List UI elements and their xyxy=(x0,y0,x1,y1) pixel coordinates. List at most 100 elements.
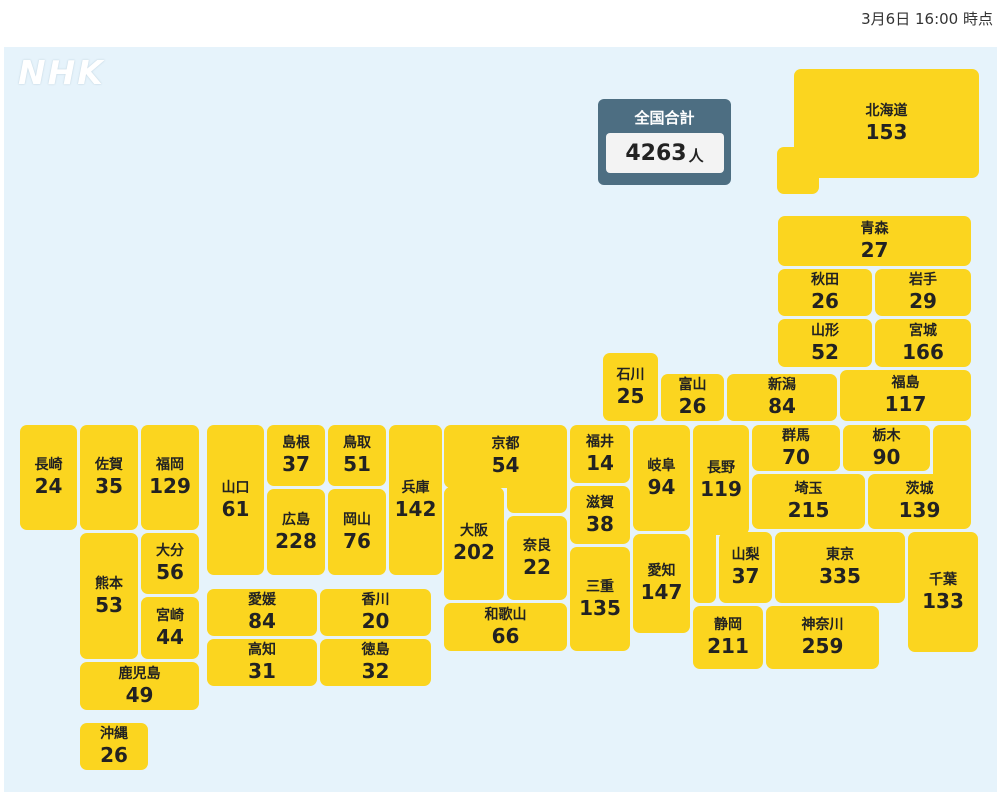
national-total-panel: 全国合計 4263 人 xyxy=(598,99,731,185)
pref-nagano-lower[interactable] xyxy=(693,517,716,603)
pref-count: 51 xyxy=(343,452,371,476)
pref-yamanashi[interactable]: 山梨 37 xyxy=(719,532,772,603)
pref-count: 27 xyxy=(860,237,889,262)
pref-saga[interactable]: 佐賀 35 xyxy=(80,425,138,530)
pref-okinawa[interactable]: 沖縄 26 xyxy=(80,723,148,770)
pref-count: 211 xyxy=(707,634,749,658)
pref-name: 佐賀 xyxy=(95,457,123,473)
pref-name: 山口 xyxy=(221,479,250,496)
pref-name: 群馬 xyxy=(782,427,810,444)
pref-name: 島根 xyxy=(282,435,310,451)
national-total-label: 全国合計 xyxy=(634,109,695,127)
pref-count: 56 xyxy=(156,560,184,584)
pref-saitama[interactable]: 埼玉 215 xyxy=(752,474,865,529)
pref-tottori[interactable]: 鳥取 51 xyxy=(328,425,386,486)
pref-hyogo[interactable]: 兵庫 142 xyxy=(389,425,442,575)
pref-fukui[interactable]: 福井 14 xyxy=(570,425,630,483)
pref-mie[interactable]: 三重 135 xyxy=(570,547,630,651)
pref-nara[interactable]: 奈良 22 xyxy=(507,516,567,600)
pref-name: 山梨 xyxy=(731,547,760,563)
pref-nagano[interactable]: 長野 119 xyxy=(693,425,749,535)
pref-niigata[interactable]: 新潟 84 xyxy=(727,374,837,421)
pref-fukuoka[interactable]: 福岡 129 xyxy=(141,425,199,530)
pref-name: 福島 xyxy=(891,375,920,391)
pref-yamagata[interactable]: 山形 52 xyxy=(778,319,872,367)
pref-count: 90 xyxy=(872,444,901,469)
pref-name: 石川 xyxy=(616,366,645,383)
pref-hokkaido-tail[interactable] xyxy=(777,147,819,194)
pref-count: 147 xyxy=(640,580,683,604)
pref-name: 香川 xyxy=(361,592,390,608)
pref-count: 76 xyxy=(343,528,371,553)
pref-count: 29 xyxy=(909,289,937,313)
pref-wakayama[interactable]: 和歌山 66 xyxy=(444,603,567,651)
pref-yamaguchi[interactable]: 山口 61 xyxy=(207,425,264,575)
pref-hiroshima[interactable]: 広島 228 xyxy=(267,489,325,575)
pref-kanagawa[interactable]: 神奈川 259 xyxy=(766,606,879,669)
pref-count: 66 xyxy=(491,623,520,648)
pref-kumamoto[interactable]: 熊本 53 xyxy=(80,533,138,659)
pref-count: 26 xyxy=(811,289,839,313)
pref-count: 119 xyxy=(700,476,742,501)
pref-count: 133 xyxy=(922,588,964,613)
pref-kyoto[interactable]: 京都 54 xyxy=(444,425,567,488)
pref-name: 高知 xyxy=(248,642,276,658)
pref-name: 新潟 xyxy=(768,377,796,393)
pref-count: 24 xyxy=(34,474,63,498)
pref-chiba[interactable]: 千葉 133 xyxy=(908,532,978,652)
pref-iwate[interactable]: 岩手 29 xyxy=(875,269,971,316)
pref-toyama[interactable]: 富山 26 xyxy=(661,374,724,421)
pref-shizuoka[interactable]: 静岡 211 xyxy=(693,606,763,669)
pref-name: 熊本 xyxy=(95,575,123,592)
pref-tokyo[interactable]: 東京 335 xyxy=(775,532,905,603)
pref-tochigi[interactable]: 栃木 90 xyxy=(843,425,930,471)
pref-miyagi[interactable]: 宮城 166 xyxy=(875,319,971,367)
pref-shiga[interactable]: 滋賀 38 xyxy=(570,486,630,544)
pref-name: 山形 xyxy=(811,322,839,339)
pref-name: 千葉 xyxy=(929,571,957,588)
pref-shimane[interactable]: 島根 37 xyxy=(267,425,325,486)
pref-count: 135 xyxy=(579,595,621,620)
pref-miyazaki[interactable]: 宮崎 44 xyxy=(141,597,199,659)
pref-name: 神奈川 xyxy=(801,617,844,633)
pref-name: 岡山 xyxy=(343,511,371,528)
pref-hokkaido[interactable]: 北海道 153 xyxy=(794,69,979,178)
national-total-value: 4263 xyxy=(625,140,687,166)
pref-name: 沖縄 xyxy=(100,726,128,742)
pref-aomori[interactable]: 青森 27 xyxy=(778,216,971,266)
pref-count: 26 xyxy=(678,394,707,418)
pref-name: 三重 xyxy=(586,578,614,595)
pref-count: 166 xyxy=(902,339,944,364)
pref-kyoto-lower[interactable] xyxy=(507,477,567,513)
pref-kagoshima[interactable]: 鹿児島 49 xyxy=(80,662,199,710)
pref-count: 117 xyxy=(884,392,927,416)
pref-ibaraki-upper[interactable] xyxy=(933,425,971,485)
pref-osaka[interactable]: 大阪 202 xyxy=(444,487,504,600)
pref-oita[interactable]: 大分 56 xyxy=(141,533,199,594)
pref-name: 大阪 xyxy=(460,523,488,539)
pref-kochi[interactable]: 高知 31 xyxy=(207,639,317,686)
pref-gifu[interactable]: 岐阜 94 xyxy=(633,425,690,531)
nhk-logo: NHK xyxy=(18,53,105,92)
pref-kagawa[interactable]: 香川 20 xyxy=(320,589,431,636)
pref-count: 84 xyxy=(248,609,276,633)
pref-akita[interactable]: 秋田 26 xyxy=(778,269,872,316)
pref-aichi[interactable]: 愛知 147 xyxy=(633,534,690,633)
pref-name: 岩手 xyxy=(909,272,937,288)
pref-tokushima[interactable]: 徳島 32 xyxy=(320,639,431,686)
pref-fukushima[interactable]: 福島 117 xyxy=(840,370,971,421)
pref-name: 広島 xyxy=(282,511,310,528)
pref-nagasaki[interactable]: 長崎 24 xyxy=(20,425,77,530)
pref-gunma[interactable]: 群馬 70 xyxy=(752,425,840,471)
pref-name: 富山 xyxy=(678,377,707,393)
pref-ehime[interactable]: 愛媛 84 xyxy=(207,589,317,636)
pref-count: 44 xyxy=(156,624,184,649)
pref-count: 54 xyxy=(491,453,520,477)
pref-name: 大分 xyxy=(156,543,184,559)
pref-okayama[interactable]: 岡山 76 xyxy=(328,489,386,575)
pref-ishikawa[interactable]: 石川 25 xyxy=(603,353,658,421)
pref-name: 和歌山 xyxy=(484,606,527,623)
pref-name: 愛知 xyxy=(647,563,676,579)
pref-count: 35 xyxy=(95,474,123,498)
pref-name: 東京 xyxy=(826,547,854,563)
